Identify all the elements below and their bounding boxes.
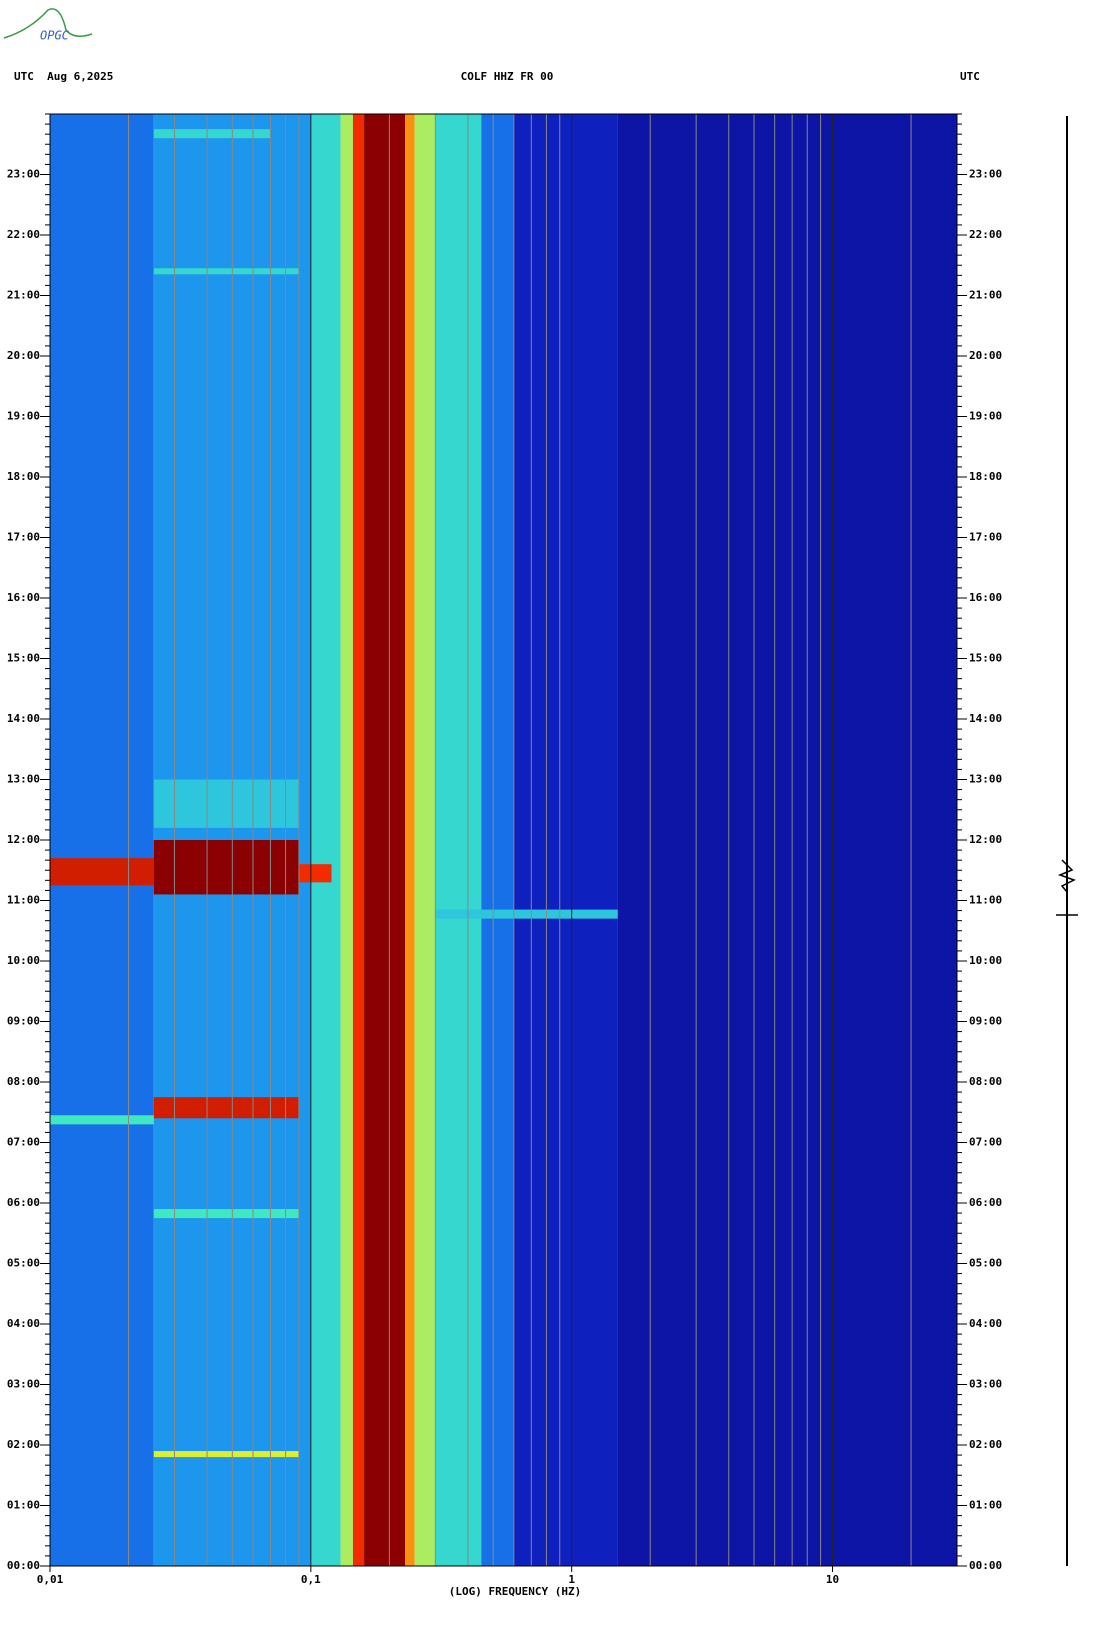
y-tick-label: 09:00 [969,1015,1002,1028]
y-tick-label: 20:00 [7,349,40,362]
spectrum-band [481,114,514,1566]
y-tick-label: 13:00 [969,773,1002,786]
event [153,1451,299,1458]
y-tick-label: 03:00 [969,1378,1002,1391]
y-tick-label: 04:00 [969,1317,1002,1330]
event [50,858,154,886]
y-tick-label: 17:00 [969,531,1002,544]
spectrum-band [414,114,436,1566]
y-tick-label: 19:00 [7,410,40,423]
event [435,909,618,919]
y-tick-label: 00:00 [7,1559,40,1572]
spectrum-band [340,114,353,1566]
y-tick-label: 20:00 [969,349,1002,362]
y-tick-label: 05:00 [969,1257,1002,1270]
x-tick-label: 1 [568,1573,575,1586]
y-tick-label: 07:00 [969,1136,1002,1149]
event [153,779,299,828]
y-tick-label: 03:00 [7,1378,40,1391]
logo-arc [3,8,93,39]
y-tick-label: 01:00 [969,1499,1002,1512]
y-tick-label: 22:00 [7,228,40,241]
y-tick-label: 12:00 [969,833,1002,846]
y-tick-label: 21:00 [969,289,1002,302]
y-tick-label: 06:00 [969,1196,1002,1209]
y-tick-label: 16:00 [7,591,40,604]
spectrum-band [310,114,341,1566]
spectrum-band [352,114,365,1566]
event [153,840,299,895]
y-tick-label: 15:00 [969,652,1002,665]
y-tick-label: 05:00 [7,1257,40,1270]
x-axis-label: (LOG) FREQUENCY (HZ) [449,1585,581,1598]
y-tick-label: 23:00 [7,168,40,181]
y-tick-label: 02:00 [969,1438,1002,1451]
y-tick-label: 12:00 [7,833,40,846]
y-tick-label: 21:00 [7,289,40,302]
spectrum-band [617,114,957,1566]
y-tick-label: 19:00 [969,410,1002,423]
spectrum-band [513,114,618,1566]
x-tick-label: 0,01 [37,1573,64,1586]
y-tick-label: 06:00 [7,1196,40,1209]
header-left: UTC Aug 6,2025 [14,70,113,83]
y-tick-label: 18:00 [7,470,40,483]
y-tick-label: 01:00 [7,1499,40,1512]
y-tick-label: 13:00 [7,773,40,786]
trace-burst [1056,859,1078,916]
y-tick-label: 07:00 [7,1136,40,1149]
y-tick-label: 00:00 [969,1559,1002,1572]
spectrum-band [50,114,154,1566]
chart-title: COLF HHZ FR 00 [461,70,554,83]
y-tick-label: 10:00 [7,954,40,967]
logo: OPGC [40,29,70,43]
header-right: UTC [960,70,980,83]
y-tick-label: 04:00 [7,1317,40,1330]
y-tick-label: 08:00 [7,1075,40,1088]
y-tick-label: 11:00 [7,894,40,907]
x-tick-label: 0,1 [301,1573,321,1586]
event [153,1097,299,1119]
y-tick-label: 11:00 [969,894,1002,907]
y-tick-label: 15:00 [7,652,40,665]
y-tick-label: 23:00 [969,168,1002,181]
event [298,864,332,883]
event [153,129,271,139]
y-tick-label: 16:00 [969,591,1002,604]
y-tick-label: 17:00 [7,531,40,544]
spectrum-band [405,114,415,1566]
event [50,1115,154,1125]
spectrum-band [435,114,482,1566]
y-tick-label: 14:00 [969,712,1002,725]
event [153,268,299,275]
y-tick-label: 14:00 [7,712,40,725]
y-tick-label: 02:00 [7,1438,40,1451]
event [153,1209,299,1219]
y-tick-label: 09:00 [7,1015,40,1028]
x-tick-label: 10 [826,1573,839,1586]
y-tick-label: 10:00 [969,954,1002,967]
y-tick-label: 22:00 [969,228,1002,241]
y-tick-label: 08:00 [969,1075,1002,1088]
spectrum-band [364,114,406,1566]
y-tick-label: 18:00 [969,470,1002,483]
